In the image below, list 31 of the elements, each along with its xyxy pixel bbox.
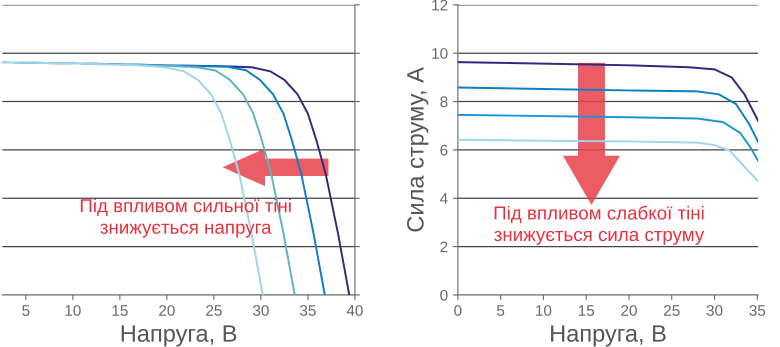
x-tick-label: 30 (252, 305, 269, 316)
x-tick-label: 20 (159, 305, 175, 316)
y-axis-title: Сила струму, А (406, 67, 428, 232)
x-axis-title: Напруга, В (122, 325, 236, 346)
y-tick-label: 0 (440, 290, 448, 301)
line-series (458, 114, 758, 162)
y-tick-label: 4 (440, 193, 448, 204)
annotation: Під впливом слабкої тіні знижується сила струму (494, 206, 704, 245)
y-tick-label: 8 (440, 96, 448, 108)
x-tick-label: 5 (497, 305, 504, 316)
y-tick-label: 12 (432, 0, 448, 10)
line-series (458, 138, 758, 182)
line-series (458, 61, 758, 122)
x-tick-label: 10 (66, 305, 81, 316)
x-tick-label: 5 (22, 305, 30, 316)
y-tick-label: 10 (432, 48, 448, 59)
x-tick-label: 0 (454, 305, 462, 316)
line-series (458, 86, 758, 143)
x-tick-label: 20 (621, 305, 637, 316)
x-tick-label: 25 (664, 305, 680, 316)
x-tick-label: 35 (300, 305, 316, 316)
x-tick-label: 40 (346, 305, 363, 316)
x-tick-label: 25 (206, 305, 222, 316)
y-tick-label: 6 (440, 144, 448, 156)
x-tick-label: 30 (706, 305, 722, 316)
y-tick-label: 2 (440, 241, 448, 252)
x-tick-label: 15 (112, 305, 128, 316)
x-tick-label: 10 (536, 305, 552, 316)
x-tick-label: 35 (749, 305, 766, 316)
x-tick-label: 15 (578, 305, 594, 316)
x-axis-title: Напруга, В (551, 325, 666, 346)
